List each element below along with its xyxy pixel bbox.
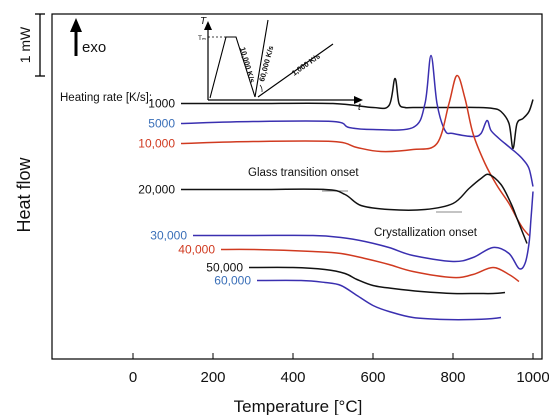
- series-label: 1000: [148, 97, 175, 111]
- x-tick-label: 1000: [516, 369, 549, 386]
- series-label: 50,000: [206, 261, 243, 275]
- series-label: 40,000: [178, 243, 215, 257]
- x-tick-label: 800: [440, 369, 465, 386]
- inset-y-label: T: [200, 16, 207, 27]
- inset-diagram: [204, 19, 363, 104]
- inset-rate-label-10000: 10,000 K/s: [238, 46, 257, 84]
- x-tick-label: 0: [129, 369, 137, 386]
- series-label: 30,000: [150, 229, 187, 243]
- inset-rate-label-1000: 1,000 K/s: [290, 52, 322, 78]
- series-line: [220, 248, 520, 283]
- exo-arrow-icon: [70, 18, 82, 56]
- annotation-crystallization: Crystallization onset: [374, 227, 478, 239]
- x-tick-label: 600: [360, 369, 385, 386]
- inset-x-label: t: [358, 102, 362, 113]
- series-label: 60,000: [214, 274, 251, 288]
- inset-rate-label-60000: 60,000 K/s: [257, 45, 275, 83]
- series-line: [180, 173, 528, 244]
- series-line: [256, 279, 502, 321]
- series-label: 20,000: [138, 183, 175, 197]
- series-curves: [180, 54, 534, 321]
- series-label: 5000: [148, 117, 175, 131]
- x-tick-label: 400: [280, 369, 305, 386]
- series-line: [193, 191, 534, 270]
- series-line: [180, 74, 530, 236]
- series-label: 10,000: [138, 137, 175, 151]
- series-line: [180, 77, 534, 150]
- annotation-glass-transition: Glass transition onset: [248, 167, 359, 179]
- inset-tm-label: Tₘ: [198, 35, 206, 42]
- x-axis-label: Temperature [°C]: [234, 397, 363, 415]
- exo-label: exo: [82, 39, 106, 56]
- legend-title: Heating rate [K/s]:: [60, 92, 152, 104]
- y-axis-label: Heat flow: [14, 156, 34, 232]
- series-line: [180, 54, 534, 187]
- plot-frame: [51, 13, 543, 360]
- scale-bar-label: 1 mW: [17, 26, 33, 63]
- x-axis-ticks: 0 200 400 600 800 1000: [129, 353, 549, 386]
- scale-bar: [35, 13, 45, 77]
- x-tick-label: 200: [200, 369, 225, 386]
- series-line: [248, 266, 506, 295]
